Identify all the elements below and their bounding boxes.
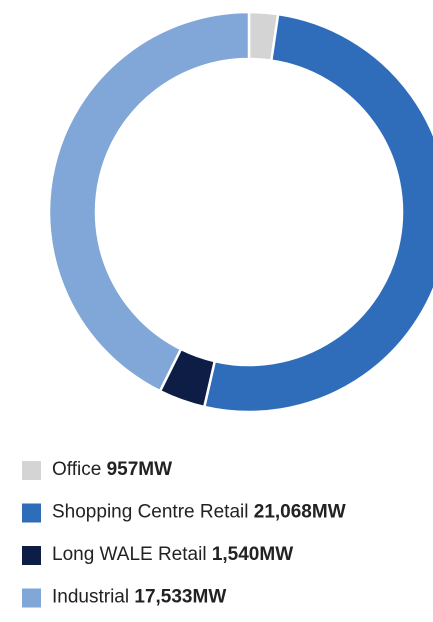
legend-swatch — [22, 588, 41, 608]
donut-segment — [47, 10, 251, 393]
legend-entry: Office 957MW — [52, 459, 172, 480]
legend-name: Industrial — [52, 587, 129, 608]
legend-value: 957MW — [107, 459, 173, 480]
legend-swatch — [22, 503, 41, 523]
legend-name: Shopping Centre Retail — [52, 502, 248, 523]
donut-segment — [202, 12, 433, 414]
legend-value: 21,068MW — [254, 502, 346, 523]
legend-name: Long WALE Retail — [52, 544, 207, 565]
legend-swatch — [22, 461, 41, 480]
legend-name: Office — [52, 459, 101, 480]
legend-entry: Shopping Centre Retail 21,068MW — [52, 502, 346, 523]
legend-swatch — [22, 546, 41, 565]
legend-value: 1,540MW — [212, 544, 293, 565]
legend-entry: Long WALE Retail 1,540MW — [52, 544, 293, 565]
legend-entry: Industrial 17,533MW — [52, 587, 226, 608]
legend-value: 17,533MW — [134, 587, 226, 608]
